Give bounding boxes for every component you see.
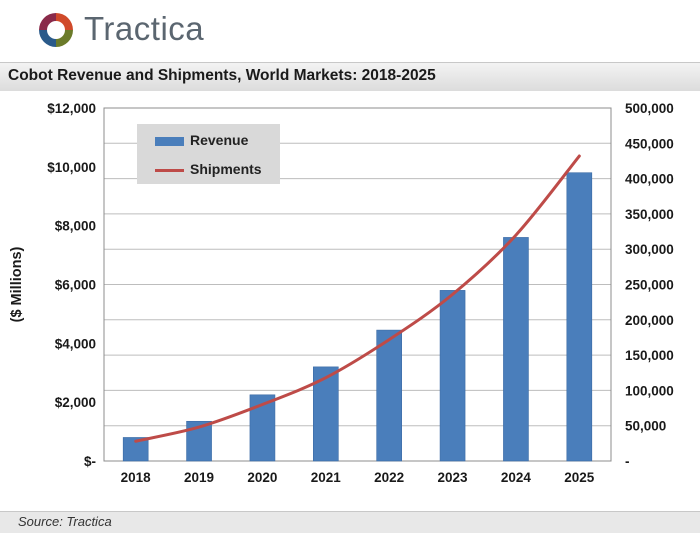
- y-tick-right-label: 150,000: [625, 348, 674, 363]
- y-axis-label: ($ Millions): [9, 246, 25, 322]
- y-tick-right-label: 300,000: [625, 242, 674, 257]
- logo-segment-right: [56, 30, 73, 47]
- y-tick-right-label: 450,000: [625, 136, 674, 151]
- y-tick-left-label: $2,000: [55, 395, 96, 410]
- legend-label-revenue: Revenue: [190, 132, 248, 148]
- x-tick-label: 2022: [374, 470, 404, 485]
- x-tick-label: 2018: [121, 470, 152, 485]
- y-tick-right-label: 100,000: [625, 383, 674, 398]
- y-tick-left-label: $12,000: [47, 101, 96, 116]
- x-tick-label: 2020: [247, 470, 277, 485]
- bar: [503, 237, 528, 461]
- legend-item-revenue: Revenue: [155, 132, 248, 148]
- y-tick-right-label: 200,000: [625, 313, 674, 328]
- y-tick-right-label: 350,000: [625, 207, 674, 222]
- x-tick-label: 2019: [184, 470, 214, 485]
- chart-title: Cobot Revenue and Shipments, World Marke…: [8, 67, 436, 85]
- brand-name: Tractica: [84, 10, 204, 48]
- y-tick-right-label: 250,000: [625, 278, 674, 293]
- y-tick-left-label: $-: [84, 454, 96, 469]
- x-tick-label: 2021: [311, 470, 342, 485]
- legend-label-shipments: Shipments: [190, 161, 262, 177]
- legend-item-shipments: Shipments: [155, 161, 262, 177]
- tractica-logo-icon: [36, 10, 76, 50]
- logo-segment-bottom: [39, 30, 56, 47]
- x-tick-label: 2023: [438, 470, 469, 485]
- y-tick-left-label: $8,000: [55, 219, 96, 234]
- y-tick-left-label: $6,000: [55, 278, 96, 293]
- bar: [567, 173, 592, 461]
- y-tick-left-label: $10,000: [47, 160, 96, 175]
- bar: [377, 330, 402, 461]
- chart: $- $2,000 $4,000 $6,000 $8,000 $10,000 $12,000…: [0, 92, 700, 512]
- legend-swatch-revenue: [155, 137, 184, 146]
- legend-swatch-shipments: [155, 169, 184, 172]
- logo-segment-top: [56, 13, 73, 30]
- logo-segment-left: [39, 13, 56, 30]
- bar: [440, 290, 465, 461]
- source-label: Source: Tractica: [18, 514, 112, 529]
- y-tick-left-label: $4,000: [55, 336, 96, 351]
- header: Tractica: [0, 0, 700, 62]
- legend: Revenue Shipments: [137, 124, 280, 184]
- y-tick-right-label: 50,000: [625, 419, 666, 434]
- y-tick-right-label: -: [625, 454, 630, 469]
- y-tick-right-label: 500,000: [625, 101, 674, 116]
- x-tick-label: 2025: [564, 470, 595, 485]
- y-tick-right-label: 400,000: [625, 172, 674, 187]
- x-tick-label: 2024: [501, 470, 532, 485]
